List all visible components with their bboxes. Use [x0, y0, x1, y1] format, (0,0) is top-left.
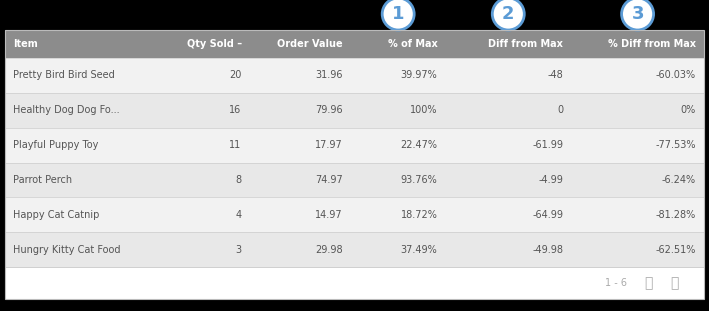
Text: -4.99: -4.99	[538, 175, 563, 185]
Text: 4: 4	[235, 210, 242, 220]
Text: % Diff from Max: % Diff from Max	[608, 39, 696, 49]
Text: 74.97: 74.97	[316, 175, 343, 185]
Text: Qty Sold –: Qty Sold –	[186, 39, 242, 49]
Text: 3: 3	[235, 244, 242, 255]
Bar	[5, 93, 704, 128]
Text: 39.97%: 39.97%	[401, 70, 437, 81]
Text: 0%: 0%	[681, 105, 696, 115]
Text: 11: 11	[230, 140, 242, 150]
Text: 20: 20	[229, 70, 242, 81]
Ellipse shape	[382, 0, 414, 30]
Text: 8: 8	[235, 175, 242, 185]
Text: -61.99: -61.99	[532, 140, 563, 150]
Text: Pretty Bird Bird Seed: Pretty Bird Bird Seed	[13, 70, 115, 81]
Text: -62.51%: -62.51%	[656, 244, 696, 255]
Text: Hungry Kitty Cat Food: Hungry Kitty Cat Food	[13, 244, 121, 255]
Text: 29.98: 29.98	[316, 244, 343, 255]
Text: 18.72%: 18.72%	[401, 210, 437, 220]
Bar	[5, 30, 704, 58]
Ellipse shape	[622, 0, 654, 30]
Bar	[5, 58, 704, 93]
Text: -77.53%: -77.53%	[656, 140, 696, 150]
Text: 31.96: 31.96	[316, 70, 343, 81]
Text: 〈: 〈	[644, 276, 652, 290]
Text: 〉: 〉	[671, 276, 679, 290]
Text: 93.76%: 93.76%	[401, 175, 437, 185]
Bar	[5, 128, 704, 163]
Text: 14.97: 14.97	[316, 210, 343, 220]
Text: 22.47%: 22.47%	[401, 140, 437, 150]
Text: -48: -48	[547, 70, 563, 81]
Bar	[5, 163, 704, 197]
Text: Playful Puppy Toy: Playful Puppy Toy	[13, 140, 99, 150]
Text: Item: Item	[13, 39, 38, 49]
Bar	[5, 30, 704, 299]
Text: -64.99: -64.99	[532, 210, 563, 220]
Text: 1 - 6: 1 - 6	[605, 278, 627, 288]
Text: -49.98: -49.98	[532, 244, 563, 255]
Text: -6.24%: -6.24%	[662, 175, 696, 185]
Text: 17.97: 17.97	[316, 140, 343, 150]
Text: Parrot Perch: Parrot Perch	[13, 175, 72, 185]
Text: Order Value: Order Value	[277, 39, 343, 49]
Text: % of Max: % of Max	[388, 39, 437, 49]
Ellipse shape	[492, 0, 524, 30]
Text: 0: 0	[557, 105, 563, 115]
Bar	[5, 30, 704, 299]
Text: 1: 1	[392, 5, 404, 23]
Bar	[5, 197, 704, 232]
Bar	[5, 267, 704, 299]
Text: 3: 3	[631, 5, 644, 23]
Text: 37.49%: 37.49%	[401, 244, 437, 255]
Text: -81.28%: -81.28%	[656, 210, 696, 220]
Text: 100%: 100%	[410, 105, 437, 115]
Text: Happy Cat Catnip: Happy Cat Catnip	[13, 210, 99, 220]
Text: 79.96: 79.96	[316, 105, 343, 115]
Bar	[5, 232, 704, 267]
Text: 16: 16	[230, 105, 242, 115]
Text: Healthy Dog Dog Fo...: Healthy Dog Dog Fo...	[13, 105, 120, 115]
Text: -60.03%: -60.03%	[656, 70, 696, 81]
Text: 2: 2	[502, 5, 515, 23]
Text: Diff from Max: Diff from Max	[489, 39, 563, 49]
